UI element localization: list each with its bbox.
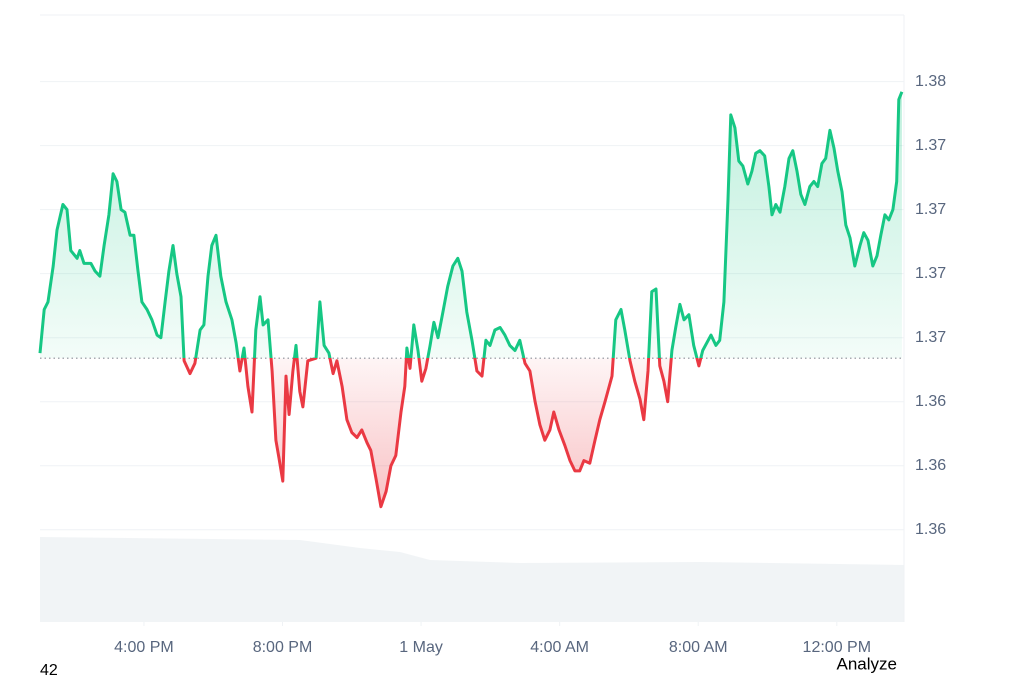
y-tick-label: 1.36: [915, 457, 946, 474]
x-tick-label: 12:00 PM: [803, 639, 871, 656]
y-tick-label: 1.37: [915, 137, 946, 154]
volume-band: [40, 537, 904, 622]
analyze-button[interactable]: Analyze: [837, 654, 897, 673]
y-tick-label: 1.36: [915, 393, 946, 410]
x-tick-label: 8:00 AM: [669, 639, 728, 656]
footer-left: 42: [40, 662, 58, 675]
y-tick-label: 1.38: [915, 73, 946, 90]
x-tick-label: 8:00 PM: [253, 639, 313, 656]
y-tick-label: 1.37: [915, 201, 946, 218]
x-tick-label: 4:00 AM: [530, 639, 589, 656]
x-tick-label: 4:00 PM: [114, 639, 174, 656]
y-tick-label: 1.37: [915, 329, 946, 346]
area: [40, 91, 902, 507]
y-tick-label: 1.36: [915, 521, 946, 538]
price-line: [38, 91, 904, 509]
x-tick-label: 1 May: [399, 639, 443, 656]
y-tick-label: 1.37: [915, 265, 946, 282]
